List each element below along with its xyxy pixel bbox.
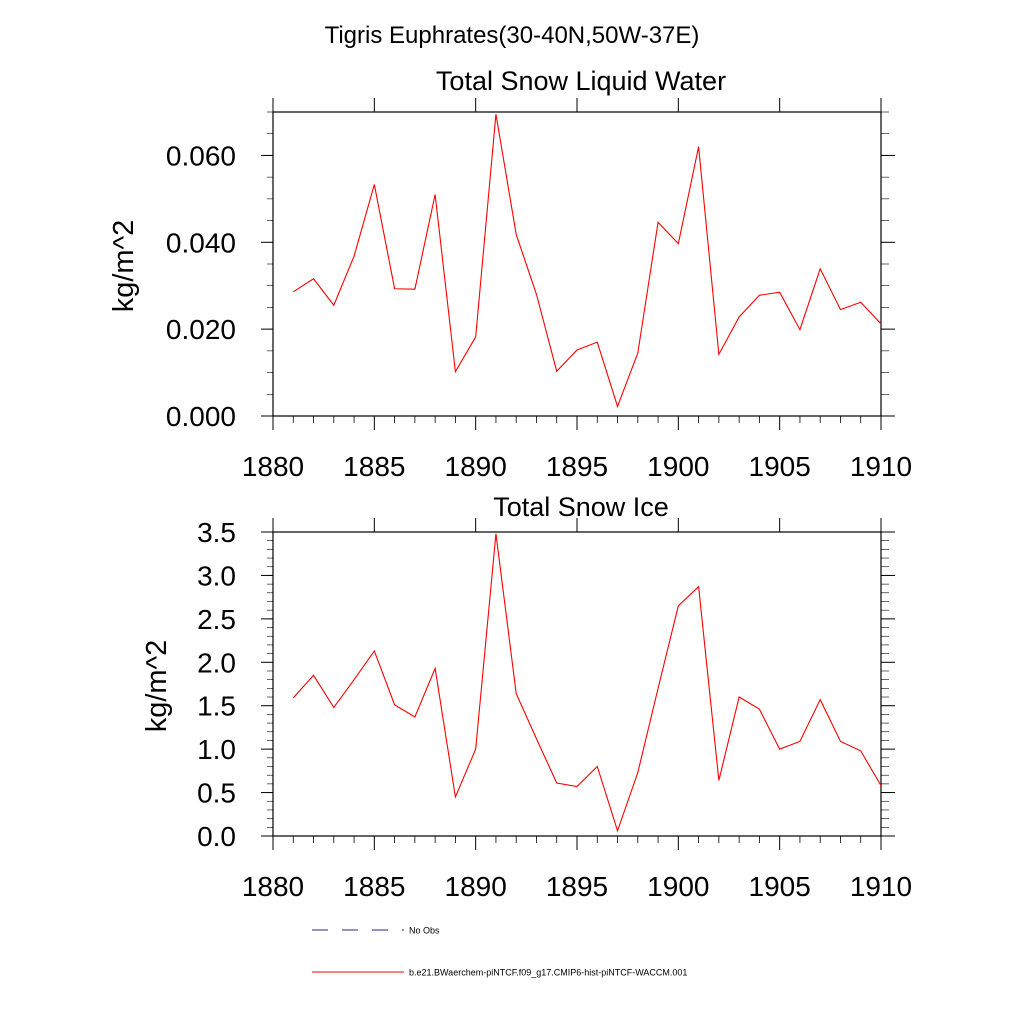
y-tick-label: 1.0 <box>197 734 236 765</box>
x-tick-label: 1910 <box>850 871 912 902</box>
legend-label-1: No Obs <box>409 926 440 936</box>
x-tick-label: 1885 <box>343 871 405 902</box>
legend-label-2: b.e21.BWaerchem-piNTCF.f09_g17.CMIP6-his… <box>409 968 687 978</box>
y-tick-label: 2.5 <box>197 604 236 635</box>
x-tick-label: 1900 <box>647 451 709 482</box>
y-tick-label: 3.0 <box>197 560 236 591</box>
y-tick-label: 0.0 <box>197 821 236 852</box>
y-axis-label: kg/m^2 <box>108 220 140 313</box>
y-tick-label: 0.040 <box>166 227 236 258</box>
y-axis-label: kg/m^2 <box>141 640 173 733</box>
y-tick-label: 0.000 <box>166 401 236 432</box>
x-tick-label: 1890 <box>445 451 507 482</box>
y-tick-label: 0.5 <box>197 778 236 809</box>
y-tick-label: 0.020 <box>166 314 236 345</box>
x-tick-label: 1905 <box>749 871 811 902</box>
x-tick-label: 1910 <box>850 451 912 482</box>
x-tick-label: 1895 <box>546 451 608 482</box>
series-line-1 <box>292 114 882 409</box>
chart-panels: Total Snow Liquid Water 1880 1885 1890 1895 1… <box>108 66 912 902</box>
chart-legend: No Obs b.e21.BWaerchem-piNTCF.f09_g17.CMI… <box>312 926 687 978</box>
x-tick-label: 1885 <box>343 451 405 482</box>
x-tick-label: 1880 <box>242 451 304 482</box>
chart-panel-2: Total Snow Ice 1880 1885 1890 1895 1900 1905 19… <box>141 492 912 902</box>
x-tick-label: 1880 <box>242 871 304 902</box>
y-tick-label: 0.060 <box>166 140 236 171</box>
y-tick-label: 3.5 <box>197 517 236 548</box>
plot-frame <box>272 531 882 837</box>
plot-frame <box>272 111 882 417</box>
y-tick-label: 2.0 <box>197 647 236 678</box>
x-tick-label: 1905 <box>749 451 811 482</box>
chart-title: Total Snow Liquid Water <box>436 66 726 96</box>
chart-title: Total Snow Ice <box>493 492 669 522</box>
chart-panel-1: Total Snow Liquid Water 1880 1885 1890 1895 1… <box>108 66 912 482</box>
x-tick-label: 1890 <box>445 871 507 902</box>
figure-suptitle: Tigris Euphrates(30-40N,50W-37E) <box>325 22 700 49</box>
y-tick-label: 1.5 <box>197 691 236 722</box>
series-line-1 <box>292 533 882 833</box>
x-tick-label: 1900 <box>647 871 709 902</box>
x-tick-label: 1895 <box>546 871 608 902</box>
